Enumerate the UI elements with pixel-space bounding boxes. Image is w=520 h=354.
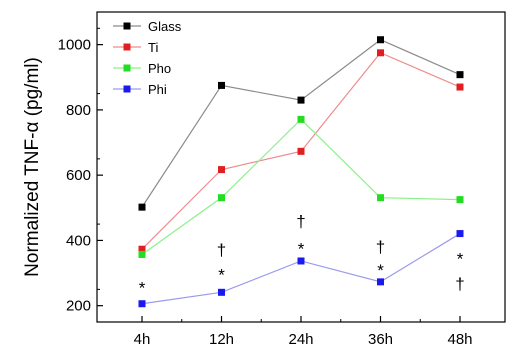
significance-mark: † [455,274,464,293]
data-point [377,49,384,57]
data-point [377,194,384,202]
data-point [218,81,225,89]
legend-item-ti: Ti [113,40,158,55]
legend-item-phi: Phi [113,82,167,97]
data-point [297,96,305,104]
data-point [138,250,146,258]
legend-marker [123,85,131,93]
y-tick-label: 200 [66,298,91,315]
legend-label: Glass [148,19,182,34]
data-point [377,36,384,44]
data-point [218,194,225,202]
data-point [138,245,146,253]
legend-item-glass: Glass [113,19,182,34]
y-axis: 200 400 600 800 1000 [58,27,103,315]
legend-label: Phi [148,82,167,97]
series-glass [138,36,464,211]
data-point [218,166,225,174]
series-line-glass [141,39,461,208]
series-phi [138,230,464,308]
data-point [456,230,464,238]
legend-marker [123,43,131,51]
x-tick-label: 12h [209,331,234,348]
significance-mark: † [217,241,226,260]
data-point [456,196,464,204]
significance-mark: † [376,237,385,256]
legend-item-pho: Pho [113,61,171,76]
data-point [138,300,146,308]
x-tick-label: 4h [134,331,151,348]
legend-label: Ti [148,40,158,55]
y-axis-title: Normalized TNF-α (pg/ml) [22,57,43,277]
data-point [218,288,225,296]
data-point [456,83,464,91]
x-tick-label: 24h [288,331,313,348]
y-tick-label: 600 [66,167,91,184]
series-line-pho [141,118,461,255]
x-tick-label: 36h [368,331,393,348]
legend-marker [123,22,131,30]
y-tick-label: 1000 [58,37,91,54]
legend-marker [123,64,131,72]
data-point [456,71,464,79]
x-axis: 4h 12h 24h 36h 48h [134,316,473,348]
significance-mark: * [218,265,225,284]
legend-label: Pho [148,61,171,76]
y-tick-label: 400 [66,232,91,249]
x-tick-label: 48h [447,331,472,348]
series-pho [138,115,464,258]
significance-mark: * [139,279,146,298]
series-ti [138,49,464,253]
series-layer [138,36,464,308]
plot-frame [96,11,506,323]
significance-mark: * [457,249,464,268]
significance-mark: * [377,261,384,280]
significance-mark: * [298,240,305,259]
data-point [138,203,146,211]
data-point [297,115,305,123]
data-point [297,147,305,155]
annotation-layer: * † * † * † * * † [139,212,465,298]
y-tick-label: 800 [66,102,91,119]
legend: Glass Ti Pho Phi [113,19,182,97]
data-point [297,257,305,265]
significance-mark: † [296,212,305,231]
data-point [377,278,384,286]
